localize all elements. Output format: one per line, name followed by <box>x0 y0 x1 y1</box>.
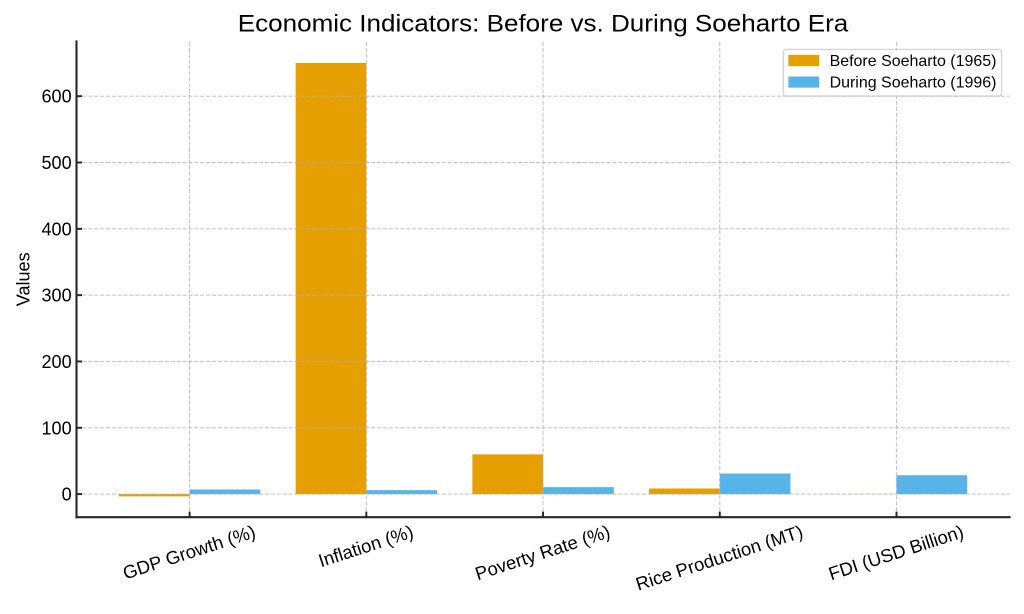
svg-text:Economic Indicators: Before vs: Economic Indicators: Before vs. During S… <box>238 12 849 38</box>
svg-text:500: 500 <box>42 153 72 173</box>
svg-text:300: 300 <box>42 286 72 306</box>
svg-text:Values: Values <box>13 252 33 306</box>
svg-text:600: 600 <box>42 87 72 107</box>
svg-text:200: 200 <box>42 352 72 372</box>
svg-text:100: 100 <box>42 418 72 438</box>
svg-text:0: 0 <box>62 485 72 505</box>
svg-text:During Soeharto (1996): During Soeharto (1996) <box>830 75 997 92</box>
svg-text:400: 400 <box>42 219 72 239</box>
svg-text:Before Soeharto (1965): Before Soeharto (1965) <box>830 53 997 70</box>
